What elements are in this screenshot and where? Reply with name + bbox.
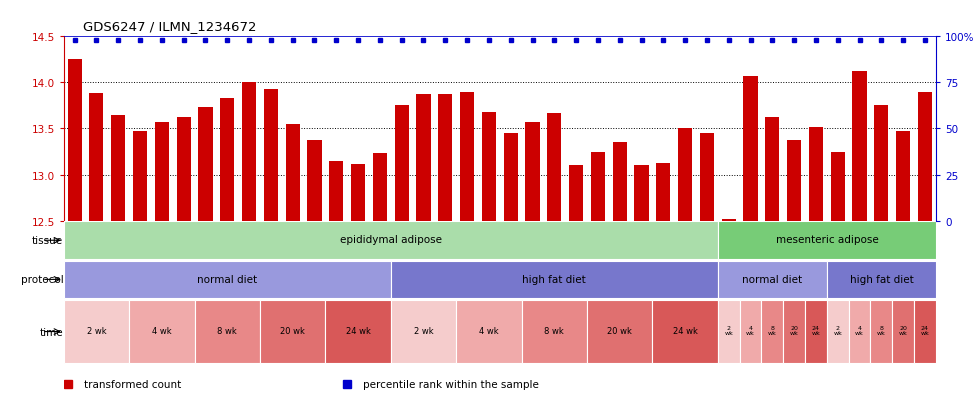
Text: 20 wk: 20 wk (608, 326, 632, 335)
Bar (918, 93, 932, 221)
Text: 20
wk: 20 wk (790, 326, 799, 335)
Bar (372, 154, 387, 221)
Text: 8 wk: 8 wk (218, 326, 237, 335)
Text: high fat diet: high fat diet (522, 274, 586, 284)
Bar (133, 132, 147, 221)
Bar (64, 222, 717, 259)
Bar (827, 261, 936, 299)
Text: 4 wk: 4 wk (479, 326, 499, 335)
Text: 24 wk: 24 wk (672, 326, 698, 335)
Bar (721, 219, 736, 221)
Text: protocol: protocol (21, 275, 64, 285)
Bar (438, 95, 453, 221)
Bar (285, 125, 300, 221)
Text: 4
wk: 4 wk (856, 326, 864, 335)
Bar (653, 301, 717, 363)
Bar (591, 152, 605, 221)
Text: high fat diet: high fat diet (850, 274, 913, 284)
Text: 8
wk: 8 wk (877, 326, 886, 335)
Bar (325, 301, 391, 363)
Text: percentile rank within the sample: percentile rank within the sample (363, 380, 539, 389)
Text: 24 wk: 24 wk (346, 326, 370, 335)
Text: 24
wk: 24 wk (811, 326, 820, 335)
Text: 8 wk: 8 wk (545, 326, 564, 335)
Bar (351, 164, 366, 221)
Text: normal diet: normal diet (742, 274, 803, 284)
Text: tissue: tissue (32, 236, 64, 246)
Bar (853, 72, 866, 221)
Bar (700, 134, 714, 221)
Bar (783, 301, 805, 363)
Bar (587, 301, 653, 363)
Bar (308, 140, 321, 221)
Bar (460, 93, 474, 221)
Bar (395, 106, 409, 221)
Bar (717, 261, 827, 299)
Bar (808, 127, 823, 221)
Bar (525, 123, 540, 221)
Bar (896, 132, 910, 221)
Bar (111, 115, 125, 221)
Bar (874, 106, 889, 221)
Text: 8
wk: 8 wk (768, 326, 777, 335)
Bar (521, 301, 587, 363)
Bar (129, 301, 194, 363)
Bar (260, 301, 325, 363)
Bar (569, 166, 583, 221)
Bar (329, 161, 343, 221)
Bar (242, 83, 256, 221)
Text: mesenteric adipose: mesenteric adipose (775, 235, 878, 245)
Text: 20 wk: 20 wk (280, 326, 305, 335)
Text: 4
wk: 4 wk (746, 326, 755, 335)
Bar (482, 113, 496, 221)
Text: 2
wk: 2 wk (724, 326, 733, 335)
Text: transformed count: transformed count (83, 380, 181, 389)
Bar (391, 301, 457, 363)
Bar (914, 301, 936, 363)
Bar (198, 108, 213, 221)
Bar (831, 152, 845, 221)
Bar (678, 129, 692, 221)
Text: 2 wk: 2 wk (86, 326, 106, 335)
Bar (64, 261, 391, 299)
Text: 2 wk: 2 wk (414, 326, 433, 335)
Bar (634, 166, 649, 221)
Bar (64, 301, 129, 363)
Text: GDS6247 / ILMN_1234672: GDS6247 / ILMN_1234672 (83, 20, 257, 33)
Bar (744, 77, 758, 221)
Bar (892, 301, 914, 363)
Text: 24
wk: 24 wk (920, 326, 929, 335)
Bar (504, 134, 517, 221)
Bar (870, 301, 892, 363)
Bar (194, 301, 260, 363)
Bar (416, 95, 430, 221)
Bar (787, 140, 802, 221)
Bar (805, 301, 827, 363)
Bar (765, 118, 779, 221)
Text: 4 wk: 4 wk (152, 326, 172, 335)
Bar (717, 301, 740, 363)
Bar (717, 222, 936, 259)
Bar (220, 99, 234, 221)
Text: 20
wk: 20 wk (899, 326, 907, 335)
Bar (740, 301, 761, 363)
Bar (612, 143, 627, 221)
Bar (657, 163, 670, 221)
Text: normal diet: normal diet (197, 274, 258, 284)
Bar (89, 94, 104, 221)
Bar (155, 123, 169, 221)
Text: epididymal adipose: epididymal adipose (340, 235, 442, 245)
Text: 2
wk: 2 wk (833, 326, 842, 335)
Bar (456, 301, 521, 363)
Bar (68, 60, 81, 221)
Bar (827, 301, 849, 363)
Bar (761, 301, 783, 363)
Bar (547, 114, 562, 221)
Text: time: time (39, 327, 64, 337)
Bar (176, 118, 191, 221)
Bar (849, 301, 870, 363)
Bar (391, 261, 717, 299)
Bar (264, 90, 278, 221)
